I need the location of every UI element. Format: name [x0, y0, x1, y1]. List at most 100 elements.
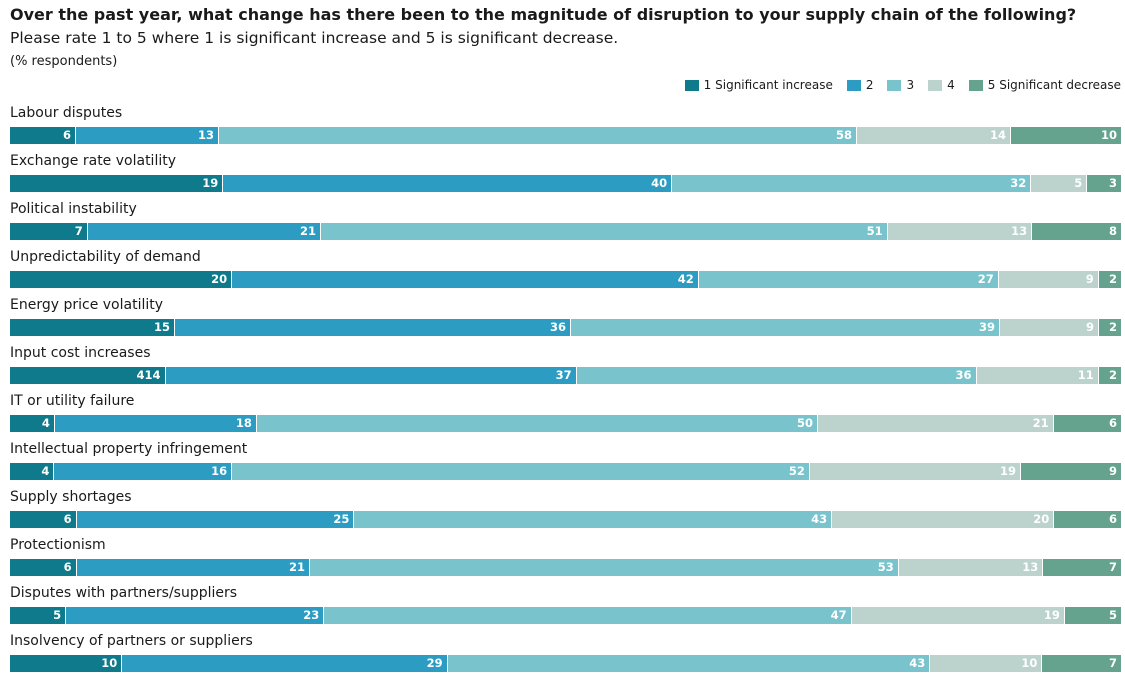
- bar-segment: 43: [447, 655, 931, 672]
- data-label: 6: [63, 560, 72, 574]
- data-label: 11: [1077, 368, 1094, 382]
- data-label: 29: [426, 656, 443, 670]
- data-label: 7: [74, 224, 83, 238]
- data-label: 2: [1108, 272, 1117, 286]
- category-label: Energy price volatility: [10, 297, 164, 313]
- data-label: 8: [1108, 224, 1117, 238]
- bar-segment: 11: [976, 367, 1099, 384]
- chart-subtitle: Please rate 1 to 5 where 1 is significan…: [10, 29, 619, 47]
- stacked-bar: 15 36 39 9 2: [10, 319, 1121, 336]
- bar-segment: 5: [1064, 607, 1121, 624]
- bar-segment: 10: [1011, 127, 1121, 144]
- bar-segment: 52: [232, 463, 810, 480]
- data-label: 58: [835, 128, 852, 142]
- category-label: Insolvency of partners or suppliers: [10, 633, 253, 649]
- bar-segment: 43: [354, 511, 833, 528]
- legend-label: 5 Significant decrease: [987, 78, 1121, 92]
- bar-segment: 6: [1053, 415, 1121, 432]
- bar-segment: 36: [175, 319, 571, 336]
- data-label: 14: [989, 128, 1006, 142]
- bar-segment: 53: [309, 559, 899, 576]
- bar-segment: 4: [10, 463, 55, 480]
- bar-segment: 9: [1000, 319, 1099, 336]
- stacked-bar-chart: Labour disputes 6 13 58 14 10 Exchange rate vo…: [10, 100, 1121, 676]
- data-label: 36: [955, 368, 972, 382]
- chart-row: Protectionism 6 21 53 13 7: [10, 532, 1121, 580]
- data-label: 13: [1011, 224, 1028, 238]
- bar-segment: 42: [232, 271, 699, 288]
- bar-segment: 7: [1042, 655, 1121, 672]
- data-label: 21: [288, 560, 305, 574]
- bar-segment: 19: [851, 607, 1065, 624]
- data-label: 20: [1033, 512, 1050, 526]
- data-label: 23: [303, 608, 320, 622]
- bar-segment: 51: [321, 223, 888, 240]
- data-label: 25: [333, 512, 350, 526]
- legend-item: 3: [887, 78, 914, 92]
- legend-swatch: [968, 79, 983, 91]
- bar-segment: 27: [698, 271, 999, 288]
- bar-segment: 2: [1098, 319, 1121, 336]
- chart-row: Supply shortages 6 25 43 20 6: [10, 484, 1121, 532]
- data-label: 50: [796, 416, 813, 430]
- stacked-bar: 6 25 43 20 6: [10, 511, 1121, 528]
- data-label: 16: [211, 464, 228, 478]
- bar-segment: 29: [122, 655, 448, 672]
- data-label: 7: [1108, 560, 1117, 574]
- stacked-bar: 10 29 43 10 7: [10, 655, 1121, 672]
- category-label: Protectionism: [10, 537, 106, 553]
- bar-segment: 21: [87, 223, 322, 240]
- data-label: 40: [651, 176, 668, 190]
- bar-segment: 36: [576, 367, 977, 384]
- chart-row: Political instability 7 21 51 13 8: [10, 196, 1121, 244]
- data-label: 36: [549, 320, 566, 334]
- stacked-bar: 414 37 36 11 2: [10, 367, 1121, 384]
- bar-segment: 37: [165, 367, 577, 384]
- data-label: 4: [41, 416, 50, 430]
- bar-segment: 5: [1031, 175, 1088, 192]
- chart-row: Unpredictability of demand 20 42 27 9 2: [10, 244, 1121, 292]
- legend-label: 3: [906, 78, 915, 92]
- data-label: 5: [53, 608, 62, 622]
- bar-segment: 10: [930, 655, 1043, 672]
- bar-segment: 18: [54, 415, 257, 432]
- bar-segment: 20: [832, 511, 1055, 528]
- bar-segment: 13: [898, 559, 1044, 576]
- data-label: 21: [1032, 416, 1049, 430]
- stacked-bar: 7 21 51 13 8: [10, 223, 1121, 240]
- data-label: 13: [197, 128, 214, 142]
- data-label: 2: [1108, 320, 1117, 334]
- chart-row: Intellectual property infringement 4 16 52 1…: [10, 436, 1121, 484]
- bar-segment: 39: [571, 319, 1000, 336]
- data-label: 13: [1022, 560, 1039, 574]
- chart-row: IT or utility failure 4 18 50 21 6: [10, 388, 1121, 436]
- legend-label: 2: [865, 78, 874, 92]
- bar-segment: 2: [1098, 367, 1121, 384]
- bar-segment: 4: [10, 415, 55, 432]
- stacked-bar: 6 21 53 13 7: [10, 559, 1121, 576]
- bar-segment: 58: [219, 127, 857, 144]
- legend-item: 1 Significant increase: [684, 78, 833, 92]
- bar-segment: 32: [672, 175, 1032, 192]
- bar-segment: 14: [857, 127, 1011, 144]
- data-label: 43: [909, 656, 926, 670]
- data-label: 15: [153, 320, 170, 334]
- bar-segment: 25: [76, 511, 355, 528]
- chart-title: Over the past year, what change has ther…: [10, 5, 1077, 24]
- bar-segment: 16: [54, 463, 233, 480]
- data-label: 42: [677, 272, 694, 286]
- chart-units: (% respondents): [10, 54, 118, 69]
- bar-segment: 21: [817, 415, 1054, 432]
- chart-row: Insolvency of partners or suppliers 10 29 4…: [10, 628, 1121, 676]
- category-label: Input cost increases: [10, 345, 151, 361]
- data-label: 53: [877, 560, 894, 574]
- bar-segment: 7: [10, 223, 88, 240]
- data-label: 43: [811, 512, 828, 526]
- data-label: 5: [1108, 608, 1117, 622]
- data-label: 9: [1085, 320, 1094, 334]
- bar-segment: 7: [1043, 559, 1121, 576]
- data-label: 51: [866, 224, 883, 238]
- legend-item: 4: [928, 78, 955, 92]
- stacked-bar: 19 40 32 5 3: [10, 175, 1121, 192]
- chart-row: Disputes with partners/suppliers 5 23 47 19 5: [10, 580, 1121, 628]
